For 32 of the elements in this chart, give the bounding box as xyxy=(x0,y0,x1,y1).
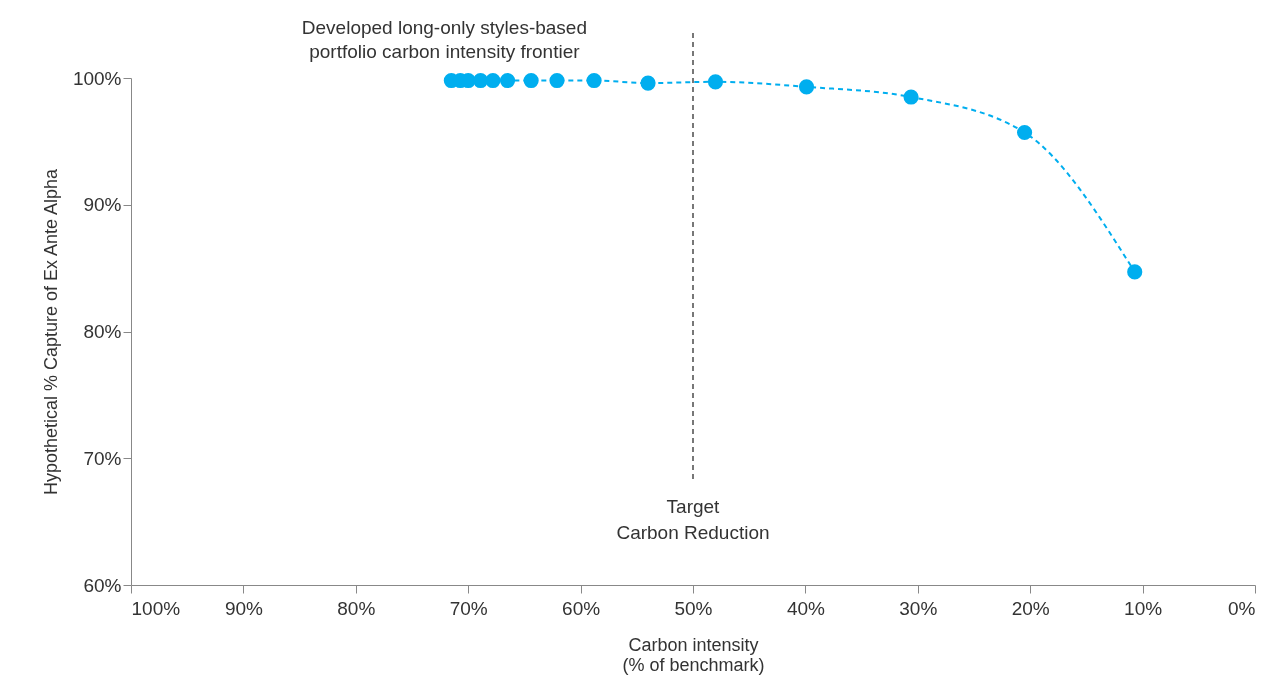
point xyxy=(798,79,815,95)
x-tick-label: 50% xyxy=(674,597,713,619)
x-tick-label: 30% xyxy=(899,597,938,619)
x-tick-label: 0% xyxy=(1228,597,1256,619)
x-tick-label: 20% xyxy=(1011,597,1050,619)
point xyxy=(499,72,516,89)
x-tick-label: 60% xyxy=(562,597,601,619)
point xyxy=(485,72,501,89)
x-tick-label: 100% xyxy=(131,597,181,619)
y-tick-label: 60% xyxy=(83,574,122,596)
chart-title: Developed long-only styles-based portfolio carbon intensity frontier xyxy=(301,17,587,62)
y-tick-label: 70% xyxy=(83,447,122,469)
point xyxy=(549,72,565,89)
point xyxy=(586,72,602,89)
x-tick-label: 40% xyxy=(786,597,826,619)
x-tick-label: 80% xyxy=(337,597,376,619)
y-tick-label: 90% xyxy=(83,194,122,216)
point xyxy=(903,89,919,105)
y-tick-label: 80% xyxy=(83,321,122,342)
point xyxy=(1017,124,1033,141)
x-axis-title: Carbon intensity (% of benchmark) xyxy=(622,634,765,675)
point xyxy=(1127,264,1143,280)
x-tick-label: 70% xyxy=(449,597,488,619)
point xyxy=(640,75,656,91)
x-tick-label: 10% xyxy=(1124,597,1163,619)
y-tick-label: 100% xyxy=(72,67,122,89)
ref-line-label: Target Carbon Reduction xyxy=(616,496,770,543)
point xyxy=(523,72,539,89)
y-axis-title: Hypothetical % Capture of Ex Ante Alpha xyxy=(40,167,61,496)
point xyxy=(472,72,489,89)
point xyxy=(707,74,724,90)
x-tick-label: 90% xyxy=(224,597,264,619)
